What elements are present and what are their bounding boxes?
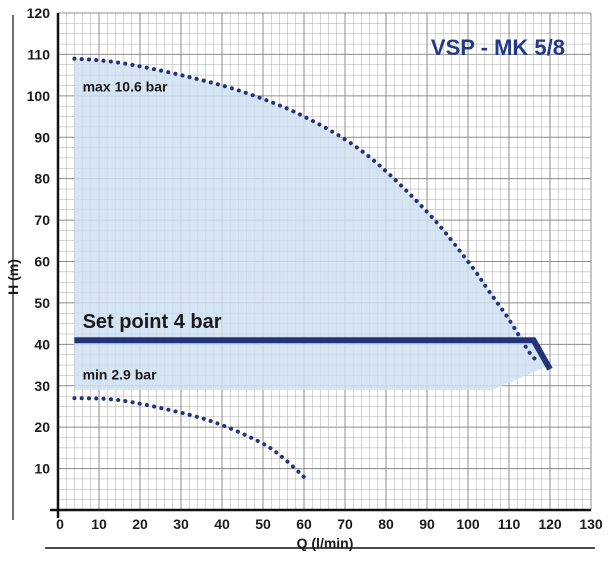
y-axis-title: H (m) [5, 259, 21, 295]
x-tick-label: 0 [56, 516, 64, 532]
x-tick-label: 30 [173, 516, 189, 532]
x-tick-label: 100 [456, 516, 480, 532]
annotation-max: max 10.6 bar [83, 79, 168, 95]
x-tick-label: 70 [337, 516, 353, 532]
x-axis-title: Q (l/min) [297, 535, 354, 551]
x-tick-label: 50 [255, 516, 271, 532]
area-layer [74, 58, 551, 390]
y-tick-label: 100 [27, 88, 51, 104]
y-tick-label: 10 [34, 461, 50, 477]
frame-layer [12, 13, 595, 549]
x-tick-label: 130 [579, 516, 603, 532]
tick-layer: 10 20 30 40 50 60 70 80 90 100 110 120 0 10 20 30 40 50 60… [27, 5, 603, 532]
y-tick-label: 70 [34, 212, 50, 228]
x-tick-label: 120 [538, 516, 562, 532]
y-tick-label: 110 [27, 46, 50, 62]
series-curve-0 [72, 56, 540, 363]
x-tick-label: 90 [419, 516, 435, 532]
x-tick-label: 60 [296, 516, 312, 532]
x-tick-label: 110 [498, 516, 521, 532]
x-tick-label: 40 [214, 516, 230, 532]
y-tick-label: 60 [34, 254, 50, 270]
y-tick-label: 50 [34, 295, 50, 311]
y-tick-label: 90 [34, 129, 50, 145]
series-curve-1 [72, 396, 306, 479]
series-setpoint-line [74, 337, 553, 371]
y-tick-label: 80 [34, 171, 50, 187]
y-tick-label: 40 [34, 336, 50, 352]
annotation-layer: max 10.6 bar Set point 4 bar min 2.9 bar [83, 79, 222, 383]
y-tick-label: 20 [34, 419, 50, 435]
operating-area [74, 58, 551, 390]
annotation-min: min 2.9 bar [83, 367, 157, 383]
y-tick-label: 30 [34, 378, 50, 394]
y-tick-label: 120 [27, 5, 51, 21]
series-layer [72, 56, 553, 479]
x-tick-label: 10 [91, 516, 107, 532]
chart-title: VSP - MK 5/8 [431, 35, 565, 60]
x-tick-label: 80 [378, 516, 394, 532]
x-tick-label: 20 [132, 516, 148, 532]
annotation-setpoint: Set point 4 bar [83, 311, 222, 333]
